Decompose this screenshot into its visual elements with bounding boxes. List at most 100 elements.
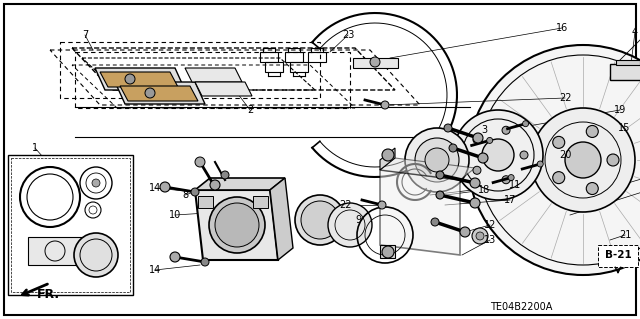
Circle shape (209, 197, 265, 253)
Circle shape (586, 182, 598, 195)
Text: 16: 16 (556, 23, 568, 33)
Circle shape (415, 138, 459, 182)
Circle shape (531, 108, 635, 212)
Circle shape (478, 153, 488, 163)
Circle shape (74, 233, 118, 277)
Polygon shape (120, 86, 198, 101)
Bar (616, 60, 640, 65)
Polygon shape (95, 68, 185, 90)
Circle shape (160, 182, 170, 192)
Circle shape (520, 151, 528, 159)
Circle shape (486, 137, 493, 144)
Polygon shape (115, 82, 205, 104)
Circle shape (215, 203, 259, 247)
Polygon shape (270, 178, 293, 260)
Text: 20: 20 (559, 150, 571, 160)
Text: 22: 22 (339, 200, 351, 210)
Circle shape (145, 88, 155, 98)
Polygon shape (380, 158, 475, 180)
Polygon shape (195, 190, 278, 260)
Text: B-21: B-21 (605, 250, 632, 260)
Text: 7: 7 (82, 30, 88, 40)
Circle shape (553, 136, 564, 148)
Circle shape (382, 246, 394, 258)
Text: 23: 23 (342, 30, 354, 40)
Polygon shape (100, 72, 178, 87)
Text: 22: 22 (559, 93, 572, 103)
Bar (198, 196, 213, 208)
Circle shape (523, 121, 529, 127)
Circle shape (92, 179, 100, 187)
Circle shape (444, 124, 452, 132)
Bar (353, 58, 398, 68)
Text: 9: 9 (355, 215, 361, 225)
Circle shape (453, 110, 543, 200)
Circle shape (482, 139, 514, 171)
Circle shape (473, 136, 481, 144)
Circle shape (191, 188, 199, 196)
Polygon shape (195, 178, 285, 190)
Circle shape (508, 174, 514, 181)
Text: 21: 21 (619, 230, 631, 240)
Text: 13: 13 (484, 235, 496, 245)
Text: 1: 1 (32, 143, 38, 153)
Text: FR.: FR. (37, 288, 60, 301)
Text: 19: 19 (614, 105, 626, 115)
Circle shape (553, 172, 564, 184)
Circle shape (221, 171, 229, 179)
Circle shape (201, 258, 209, 266)
Circle shape (476, 232, 484, 240)
Circle shape (170, 252, 180, 262)
Circle shape (537, 161, 543, 167)
Text: 18: 18 (478, 185, 490, 195)
Circle shape (295, 195, 345, 245)
Circle shape (460, 227, 470, 237)
Circle shape (473, 133, 483, 143)
Circle shape (301, 201, 339, 239)
Circle shape (607, 154, 619, 166)
Circle shape (473, 166, 481, 174)
Bar (8, 155, 133, 295)
Text: 2: 2 (247, 105, 253, 115)
Bar (11, 158, 130, 292)
Bar (598, 245, 638, 267)
Text: 14: 14 (149, 183, 161, 193)
Circle shape (565, 142, 601, 178)
Text: 12: 12 (484, 220, 496, 230)
Circle shape (405, 128, 469, 192)
Circle shape (449, 144, 457, 152)
Text: 14: 14 (149, 265, 161, 275)
Circle shape (502, 176, 510, 184)
Circle shape (195, 157, 205, 167)
Circle shape (370, 57, 380, 67)
Text: 11: 11 (509, 180, 521, 190)
Polygon shape (380, 245, 395, 258)
Circle shape (328, 203, 372, 247)
Polygon shape (185, 68, 242, 82)
Circle shape (436, 191, 444, 199)
Circle shape (468, 45, 640, 275)
Circle shape (472, 228, 488, 244)
Circle shape (470, 198, 480, 208)
Circle shape (586, 125, 598, 137)
Text: 8: 8 (182, 190, 188, 200)
Circle shape (436, 171, 444, 179)
Circle shape (381, 101, 389, 109)
Bar (253, 196, 268, 208)
Polygon shape (195, 82, 252, 96)
Circle shape (470, 178, 480, 188)
Circle shape (425, 148, 449, 172)
Circle shape (502, 126, 510, 134)
Text: TE04B2200A: TE04B2200A (490, 302, 552, 312)
Text: 4: 4 (632, 27, 638, 37)
Polygon shape (380, 148, 395, 170)
Circle shape (210, 180, 220, 190)
Text: 3: 3 (481, 125, 487, 135)
Text: 10: 10 (169, 210, 181, 220)
Text: 17: 17 (504, 195, 516, 205)
Bar (28, 237, 83, 265)
Circle shape (378, 201, 386, 209)
Circle shape (431, 218, 439, 226)
Circle shape (125, 74, 135, 84)
Circle shape (382, 149, 394, 161)
